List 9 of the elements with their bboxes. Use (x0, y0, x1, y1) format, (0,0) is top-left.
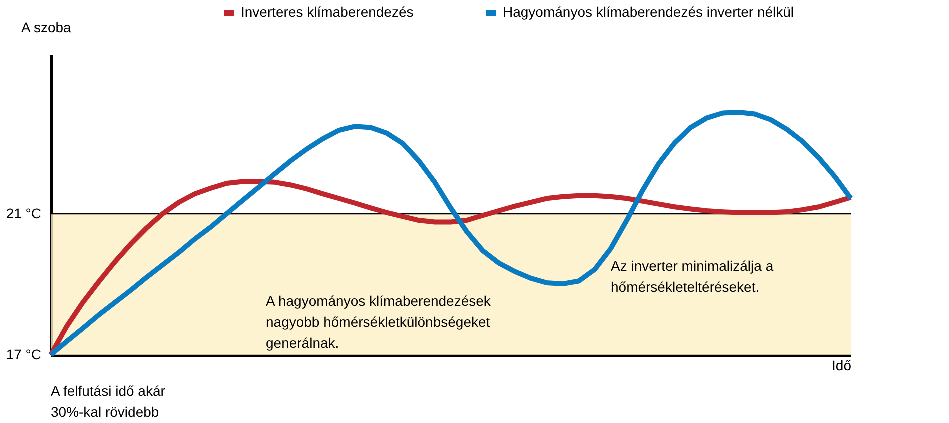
x-axis-title: Idő (832, 358, 852, 374)
y-axis-title: A szoba (22, 20, 72, 36)
text: A felfutási idő akár 30%-kal rövidebb (51, 383, 166, 420)
legend-label: Inverteres klímaberendezés (241, 4, 414, 20)
y-tick-label: 17 °C (6, 346, 42, 362)
annotation: A hagyományos klímaberendezések nagyobb hőmérsékletkülönbségeket generálnak. (266, 293, 492, 351)
legend-label: Hagyományos klímaberendezés inverter nélkül (503, 4, 794, 20)
y-tick-label: 21 °C (6, 205, 42, 222)
annotation: Az inverter minimalizálja a hőmérsékleteltéréseket. (611, 258, 774, 295)
